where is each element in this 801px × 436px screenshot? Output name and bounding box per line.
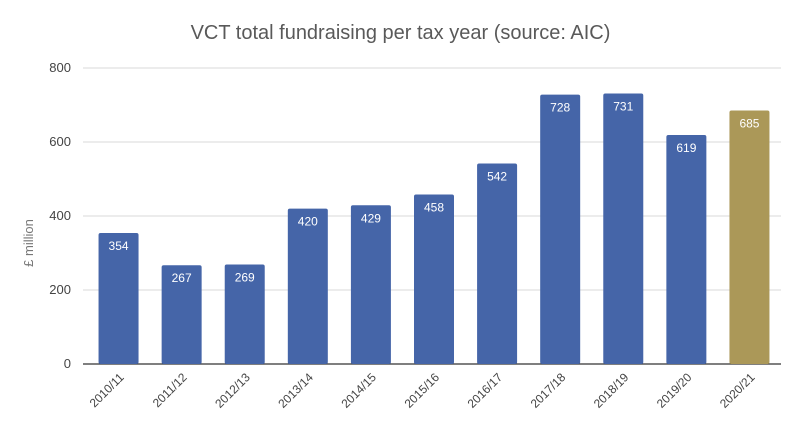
bar <box>350 205 391 364</box>
x-tick-label: 2011/12 <box>150 370 190 410</box>
bar <box>603 93 644 364</box>
x-tick-label: 2010/11 <box>87 370 127 410</box>
chart-title: VCT total fundraising per tax year (sour… <box>190 22 611 44</box>
bar <box>414 194 454 364</box>
x-tick-label: 2015/16 <box>402 370 443 411</box>
y-tick-label: 200 <box>49 282 71 297</box>
y-tick-label: 0 <box>64 356 71 371</box>
data-label: 429 <box>361 211 381 225</box>
bar <box>477 163 518 364</box>
data-label: 354 <box>109 239 129 253</box>
bar <box>287 208 328 364</box>
data-label: 728 <box>550 101 570 115</box>
bar <box>540 94 581 364</box>
data-label: 420 <box>298 215 318 229</box>
data-label: 269 <box>235 270 255 284</box>
bar <box>666 134 707 364</box>
y-tick-label: 600 <box>49 134 71 149</box>
y-tick-label: 800 <box>49 60 71 75</box>
x-tick-label: 2018/19 <box>591 370 632 411</box>
bar <box>161 265 202 364</box>
data-label: 267 <box>172 271 192 285</box>
y-tick-label: 400 <box>49 208 71 223</box>
data-label: 619 <box>676 141 696 155</box>
y-axis-label: £ million <box>21 219 36 267</box>
data-label: 542 <box>487 169 507 183</box>
data-label: 458 <box>424 201 444 215</box>
x-tick-label: 2013/14 <box>275 370 316 411</box>
bar <box>729 110 770 364</box>
x-tick-label: 2019/20 <box>654 370 695 411</box>
bar <box>98 233 139 364</box>
x-tick-label: 2012/13 <box>212 370 253 411</box>
x-tick-label: 2017/18 <box>528 370 569 411</box>
data-label: 731 <box>613 100 633 114</box>
data-label: 685 <box>739 117 759 131</box>
x-tick-label: 2014/15 <box>338 370 379 411</box>
x-tick-label: 2016/17 <box>465 370 506 411</box>
x-tick-label: 2020/21 <box>717 370 758 411</box>
bar <box>224 264 265 364</box>
